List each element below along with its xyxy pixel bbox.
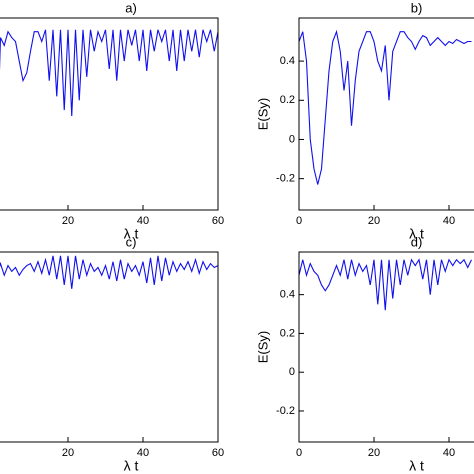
y-tick-label: 0.4 xyxy=(280,289,295,301)
panel-title: b) xyxy=(411,0,423,15)
panel-title: c) xyxy=(126,234,137,249)
data-line xyxy=(299,29,472,185)
x-tick-label: 40 xyxy=(443,447,455,459)
x-tick-label: 20 xyxy=(368,215,380,227)
data-line xyxy=(0,29,218,116)
panel-title: a) xyxy=(125,0,137,15)
y-axis-label: E(Sy) xyxy=(255,331,270,364)
panel-title: d) xyxy=(411,234,423,249)
axes-frame xyxy=(298,251,474,443)
axes-frame xyxy=(0,251,219,443)
axes-frame xyxy=(298,17,474,211)
x-tick-label: 20 xyxy=(62,215,74,227)
x-tick-label: 20 xyxy=(62,447,74,459)
x-tick-label: 40 xyxy=(443,215,455,227)
y-tick-label: -0.2 xyxy=(276,405,295,417)
y-axis-label: E(Sy) xyxy=(255,98,270,131)
x-axis-label: λ t xyxy=(409,226,424,242)
panel: 0 20 40 -0.2 0 0.2 0.4 b) λ t E(Sy) xyxy=(255,0,474,242)
y-tick-label: 0.2 xyxy=(280,94,295,106)
x-tick-label: 60 xyxy=(212,215,224,227)
y-tick-label: 0 xyxy=(289,133,295,145)
x-tick-label: 60 xyxy=(212,447,224,459)
x-tick-label: 40 xyxy=(137,447,149,459)
y-tick-label: 0.4 xyxy=(280,55,295,67)
data-line xyxy=(0,255,218,289)
x-axis-label: λ t xyxy=(409,458,424,474)
x-tick-label: 0 xyxy=(296,215,302,227)
data-line xyxy=(299,258,472,311)
axes-frame xyxy=(0,17,219,211)
panel: 20 40 60 c) λ t xyxy=(0,234,224,474)
y-tick-label: 0.2 xyxy=(280,327,295,339)
panel: 0 20 40 -0.2 0 0.2 0.4 d) λ t E(Sy) xyxy=(255,234,474,474)
x-tick-label: 40 xyxy=(137,215,149,227)
x-axis-label: λ t xyxy=(124,226,139,242)
panel: 20 40 60 a) λ t xyxy=(0,0,224,242)
x-tick-label: 20 xyxy=(368,447,380,459)
y-tick-label: 0 xyxy=(289,366,295,378)
x-tick-label: 0 xyxy=(296,447,302,459)
y-tick-label: -0.2 xyxy=(276,173,295,185)
x-axis-label: λ t xyxy=(124,458,139,474)
